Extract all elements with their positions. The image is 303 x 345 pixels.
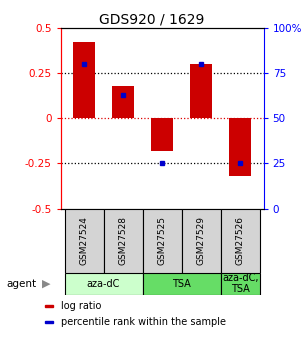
Text: percentile rank within the sample: percentile rank within the sample: [61, 317, 226, 327]
Bar: [112, 86, 134, 118]
Bar: [73, 42, 95, 118]
Bar: [229, 118, 251, 176]
Text: GSM27525: GSM27525: [158, 216, 167, 265]
Bar: [65, 209, 104, 273]
Text: GSM27526: GSM27526: [236, 216, 245, 265]
Bar: [45, 321, 53, 323]
Bar: [104, 209, 143, 273]
Bar: [181, 209, 221, 273]
Text: GSM27529: GSM27529: [197, 216, 206, 265]
Text: aza-dC: aza-dC: [87, 279, 120, 289]
Text: ▶: ▶: [42, 279, 51, 289]
Text: GDS920 / 1629: GDS920 / 1629: [99, 12, 204, 26]
Bar: [143, 209, 181, 273]
Bar: [143, 273, 221, 295]
Bar: [221, 209, 260, 273]
Text: agent: agent: [6, 279, 36, 289]
Bar: [221, 273, 260, 295]
Bar: [152, 118, 173, 151]
Text: aza-dC,
TSA: aza-dC, TSA: [222, 273, 258, 294]
Text: GSM27524: GSM27524: [79, 216, 88, 265]
Text: GSM27528: GSM27528: [118, 216, 128, 265]
Bar: [190, 64, 212, 118]
Bar: [45, 305, 53, 307]
Bar: [65, 273, 143, 295]
Text: log ratio: log ratio: [61, 301, 101, 311]
Text: TSA: TSA: [172, 279, 191, 289]
